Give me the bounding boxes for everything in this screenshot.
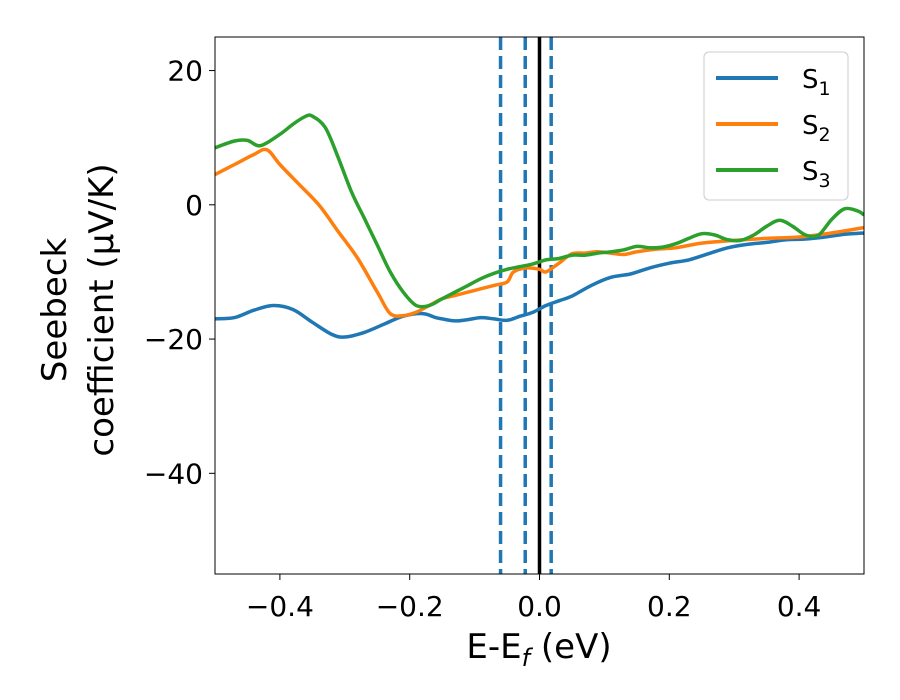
y-axis-title: Seebeck (35, 238, 75, 383)
legend-label-s1: S1 (802, 65, 831, 100)
x-axis-title: E-Ef (eV) (466, 627, 611, 672)
series-line-s2 (215, 147, 864, 318)
series-line-s3 (215, 113, 864, 309)
x-axis-title-main: E-E (466, 627, 521, 667)
legend: S1 S2 S3 (703, 51, 849, 201)
y-tick-label: −40 (144, 457, 203, 490)
y-axis: 20 0 −20 −40 (144, 55, 215, 490)
y-tick-label: 20 (167, 55, 203, 88)
reference-lines (498, 37, 553, 574)
y-tick-label: 0 (185, 189, 203, 222)
x-tick-label: 0.2 (647, 590, 692, 623)
series-line-s1 (215, 231, 864, 339)
x-axis: −0.4 −0.2 0.0 0.2 0.4 (246, 574, 821, 623)
x-tick-label: −0.2 (376, 590, 444, 623)
x-axis-title-unit: (eV) (541, 627, 612, 667)
x-tick-label: 0.4 (777, 590, 822, 623)
y-tick-label: −20 (144, 323, 203, 356)
legend-label-s3: S3 (802, 157, 831, 192)
y-axis-title-line1: Seebeck (35, 238, 75, 383)
y-axis-title-2: coefficient (μV/K) (82, 163, 122, 456)
y-axis-title-line2: coefficient (μV/K) (82, 163, 122, 456)
series-layer (215, 113, 864, 339)
x-tick-label: 0.0 (517, 590, 562, 623)
legend-label-s2: S2 (802, 111, 831, 146)
x-tick-label: −0.4 (246, 590, 314, 623)
